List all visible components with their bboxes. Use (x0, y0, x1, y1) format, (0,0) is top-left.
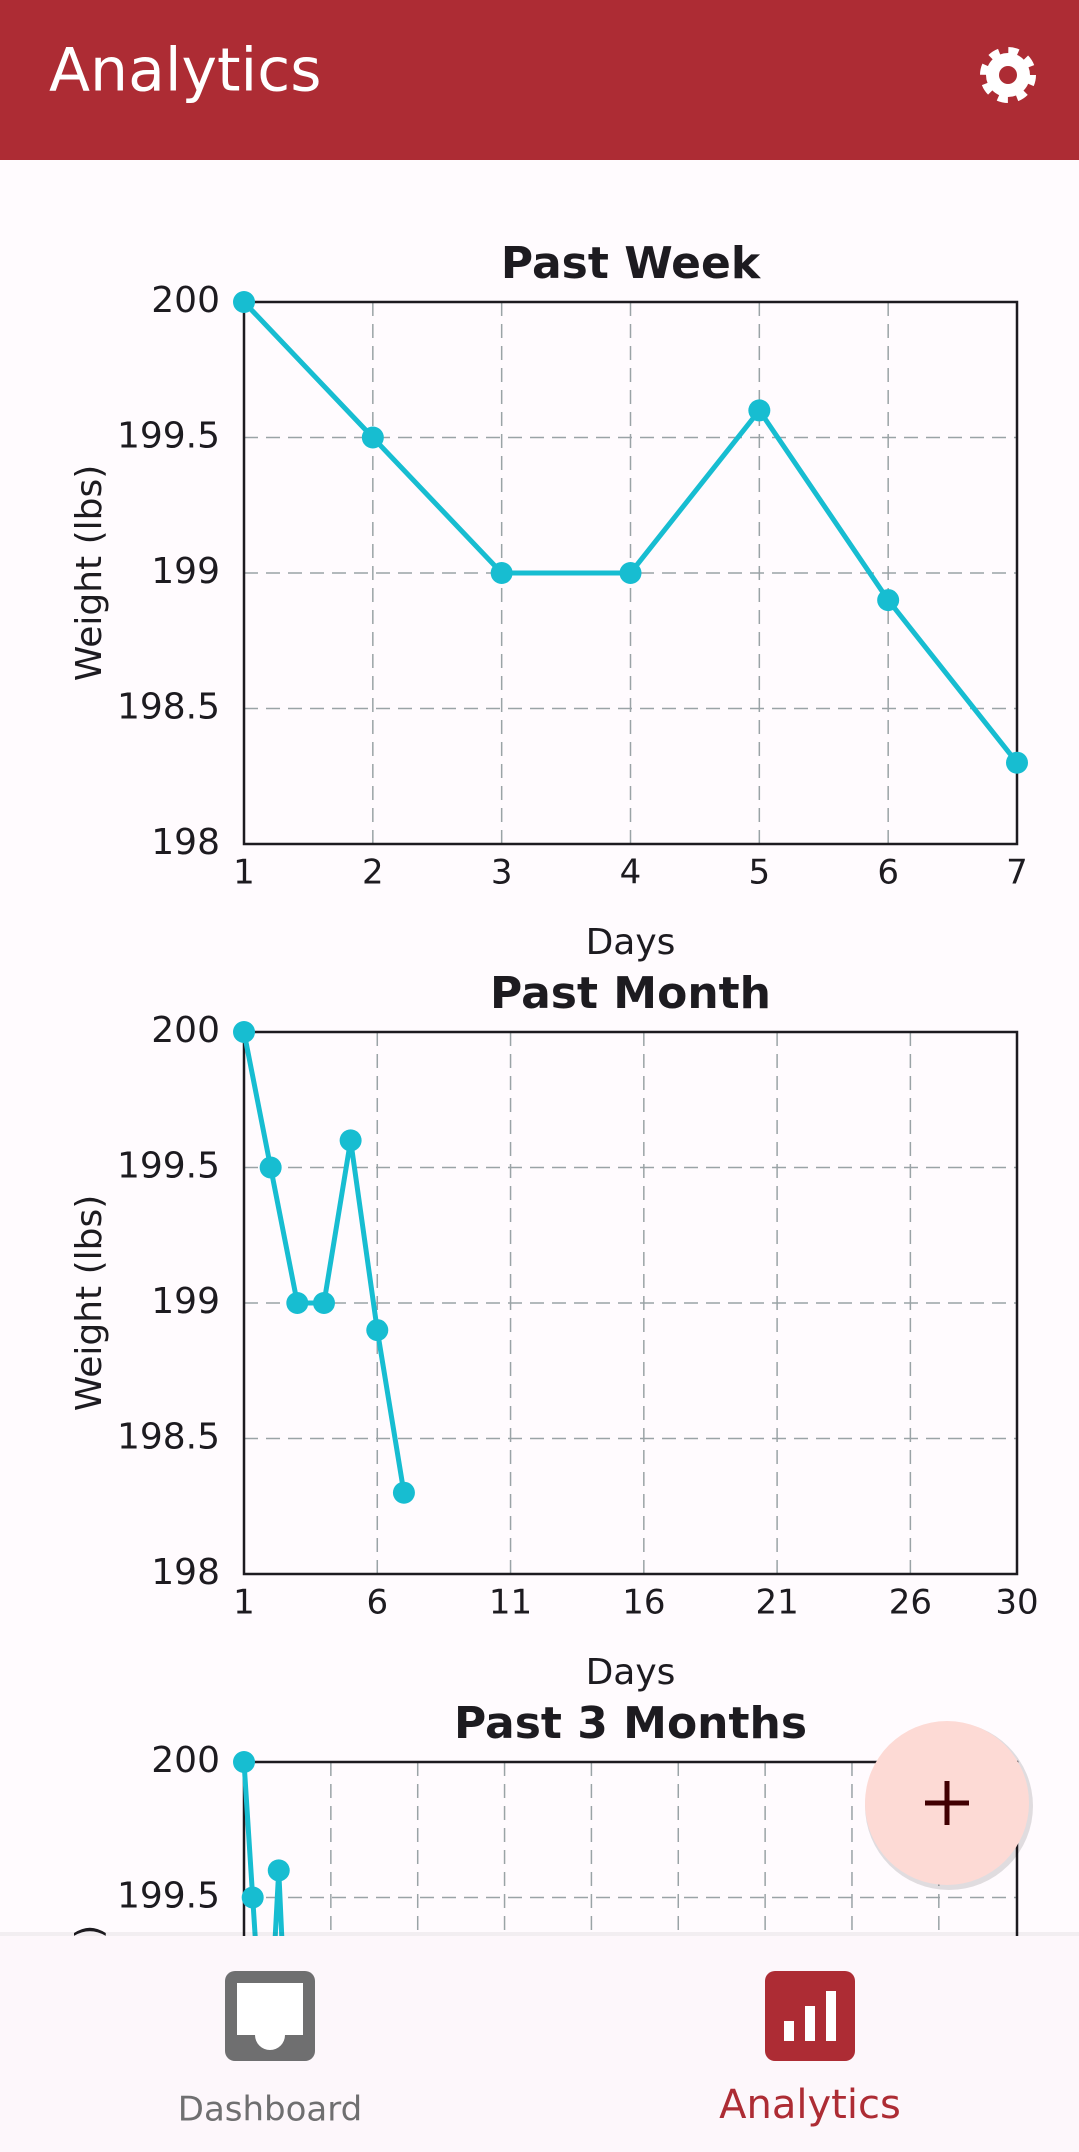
nav-label: Dashboard (178, 2090, 362, 2130)
x-tick-label: 4 (620, 853, 642, 893)
nav-shadow (0, 1932, 1079, 1938)
y-axis-label: Weight (lbs) (69, 1195, 110, 1412)
nav-dashboard[interactable]: Dashboard (178, 1971, 362, 2130)
x-tick-label: 3 (491, 853, 513, 893)
nav-label: Analytics (719, 2082, 901, 2128)
data-point (392, 1481, 415, 1504)
chart-title: Past Week (501, 238, 762, 289)
data-point (361, 426, 384, 449)
chart-title: Past 3 Months (454, 1698, 807, 1749)
x-tick-label: 11 (489, 1583, 532, 1623)
settings-button[interactable] (980, 47, 1036, 103)
x-tick-label: 26 (889, 1583, 932, 1623)
data-point (312, 1292, 335, 1314)
analytics-icon-bar (826, 1991, 836, 2041)
data-point (233, 291, 255, 313)
y-tick-label: 198 (151, 822, 220, 863)
analytics-icon-bar (784, 2021, 794, 2041)
x-tick-label: 21 (755, 1583, 798, 1623)
y-tick-label: 199.5 (117, 416, 220, 457)
y-tick-label: 198.5 (117, 1417, 220, 1458)
x-tick-label: 7 (1006, 853, 1028, 893)
y-tick-label: 199 (151, 1281, 220, 1322)
app-bar-title: Analytics (49, 36, 321, 106)
plot-frame (242, 1030, 1019, 1576)
analytics-icon-bar (805, 2006, 815, 2041)
y-tick-label: 198 (151, 1552, 220, 1593)
x-tick-label: 6 (877, 853, 899, 893)
x-tick-label: 2 (362, 853, 384, 893)
nav-analytics[interactable]: Analytics (719, 1971, 901, 2128)
data-point (366, 1319, 389, 1342)
y-tick-label: 198.5 (117, 687, 220, 728)
app-bar (0, 0, 1079, 160)
chart-title: Past Month (490, 968, 771, 1019)
x-tick-label: 1 (233, 1583, 255, 1623)
x-tick-label: 1 (233, 853, 255, 893)
data-point (748, 399, 771, 422)
data-point (233, 1021, 255, 1043)
data-point (619, 562, 642, 584)
y-tick-label: 200 (151, 1740, 220, 1781)
data-point (490, 562, 513, 584)
y-tick-label: 200 (151, 280, 220, 321)
nav-bar (0, 1936, 1079, 2152)
data-point (241, 1886, 264, 1909)
x-tick-label: 30 (995, 1583, 1038, 1623)
x-axis-label: Days (586, 1652, 676, 1693)
dashboard-icon-tray (237, 1983, 303, 2050)
x-tick-label: 5 (749, 853, 771, 893)
plot-frame (242, 300, 1019, 846)
gear-hole (999, 66, 1017, 84)
y-axis-label: Weight (lbs) (69, 465, 110, 682)
data-point (233, 1751, 255, 1773)
data-point (286, 1292, 309, 1314)
y-tick-label: 200 (151, 1010, 220, 1051)
x-tick-label: 16 (622, 1583, 665, 1623)
y-tick-label: 199.5 (117, 1876, 220, 1917)
x-tick-label: 6 (366, 1583, 388, 1623)
add-button[interactable] (865, 1721, 1033, 1890)
y-tick-label: 199 (151, 551, 220, 592)
x-axis-label: Days (586, 922, 676, 963)
data-point (259, 1156, 282, 1179)
data-point (877, 589, 900, 612)
y-tick-label: 199.5 (117, 1146, 220, 1187)
data-point (1006, 751, 1028, 774)
data-point (267, 1859, 290, 1882)
data-point (339, 1129, 362, 1152)
